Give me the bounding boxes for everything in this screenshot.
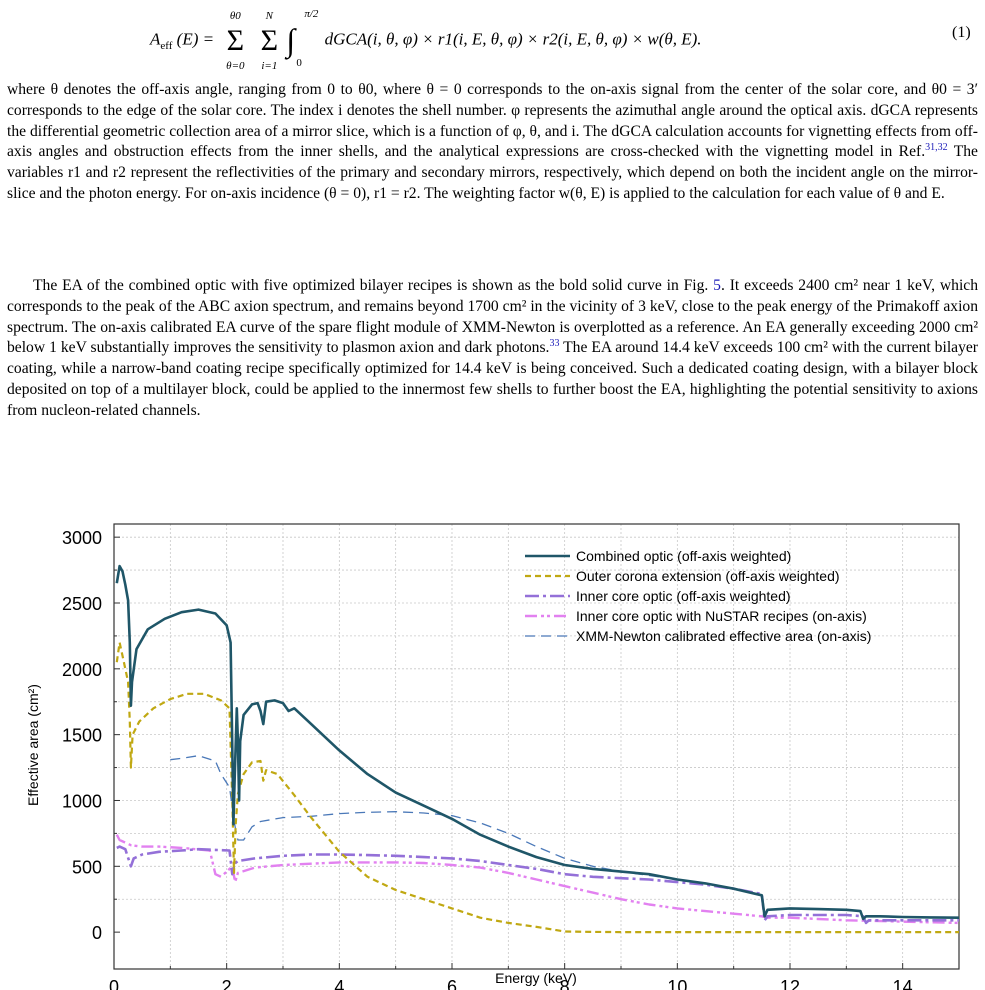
series-line xyxy=(115,564,960,921)
y-tick-label: 1500 xyxy=(62,726,102,746)
x-tick-label: 0 xyxy=(109,977,119,990)
effective-area-chart: 0 2 4 6 8 10 12 14 0 500 1000 1500 2000 2500 3000 Comb… xyxy=(25,523,960,990)
x-tick-label: 12 xyxy=(780,977,800,990)
chart-series xyxy=(115,564,960,934)
citation-link[interactable]: 31,32 xyxy=(925,142,948,154)
plot-frame xyxy=(113,523,960,970)
x-tick-label: 2 xyxy=(222,977,232,990)
legend-label: Outer corona extension (off-axis weighte… xyxy=(576,568,840,584)
legend-label: XMM-Newton calibrated effective area (on… xyxy=(576,628,871,644)
x-tick-label: 4 xyxy=(334,977,344,990)
series-line xyxy=(170,755,678,881)
figure-link[interactable]: 5 xyxy=(713,277,721,294)
x-tick-label: 10 xyxy=(667,977,687,990)
y-axis-label: Effective area (cm²) xyxy=(25,684,41,806)
integral-phi: π/2 ∫ 0 xyxy=(286,8,319,69)
legend-label: Combined optic (off-axis weighted) xyxy=(576,548,791,564)
y-tick-label: 1000 xyxy=(62,791,102,811)
equation-body: dGCA(i, θ, φ) × r1(i, E, θ, φ) × r2(i, E… xyxy=(324,29,702,49)
y-tick-label: 500 xyxy=(72,857,102,877)
chart-grid xyxy=(114,524,959,969)
x-axis-label: Energy (keV) xyxy=(495,970,577,986)
x-tick-label: 14 xyxy=(893,977,913,990)
y-tick-label: 3000 xyxy=(62,528,102,548)
y-tick-label: 0 xyxy=(92,923,102,943)
equation-number: (1) xyxy=(952,24,971,41)
x-tick-label: 8 xyxy=(560,977,570,990)
paragraph-effective-area-results: The EA of the combined optic with five o… xyxy=(7,277,978,419)
legend-label: Inner core optic (off-axis weighted) xyxy=(576,588,791,604)
axis-ticks: 0 2 4 6 8 10 12 14 0 500 1000 1500 2000 2500 3000 xyxy=(62,528,913,990)
series-line xyxy=(115,641,959,934)
legend-label: Inner core optic with NuSTAR recipes (on… xyxy=(576,608,867,624)
y-tick-label: 2500 xyxy=(62,594,102,614)
paragraph-off-axis-definition: where θ denotes the off-axis angle, rang… xyxy=(7,81,978,202)
x-tick-label: 6 xyxy=(447,977,457,990)
series-line xyxy=(116,845,959,925)
y-tick-label: 2000 xyxy=(62,660,102,680)
chart-legend: Combined optic (off-axis weighted) Outer … xyxy=(525,548,871,644)
citation-link[interactable]: 33 xyxy=(549,338,560,350)
